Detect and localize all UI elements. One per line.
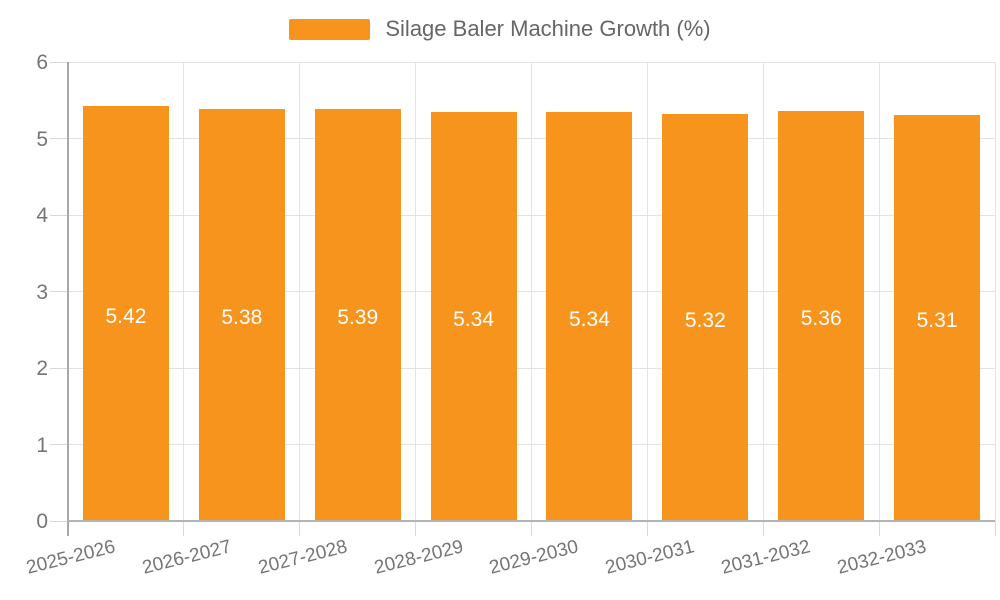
x-axis-label: 2026-2027 <box>140 536 234 579</box>
y-axis-tick-label: 0 <box>36 510 48 533</box>
y-axis-tick <box>50 520 68 522</box>
x-axis-label: 2025-2026 <box>24 536 118 579</box>
bar <box>82 106 169 521</box>
bar <box>662 114 749 521</box>
bar <box>314 108 401 521</box>
x-axis-tick <box>183 521 185 536</box>
y-axis-tick <box>50 214 68 216</box>
x-axis-tick <box>878 521 880 536</box>
legend-label: Silage Baler Machine Growth (%) <box>385 16 711 41</box>
x-axis-label: 2031-2032 <box>719 536 813 579</box>
bar-value-label: 5.34 <box>569 307 610 331</box>
bar-value-label: 5.32 <box>684 308 726 332</box>
bar-value-label: 5.39 <box>337 305 379 329</box>
x-axis-tick <box>994 521 996 536</box>
y-axis-line <box>67 62 69 536</box>
v-gridline <box>762 62 764 521</box>
x-axis-label: 2029-2030 <box>487 536 581 579</box>
y-axis-tick <box>50 61 68 63</box>
bar-value-label: 5.42 <box>105 304 147 328</box>
v-gridline <box>994 62 996 521</box>
y-axis-tick-label: 2 <box>36 357 48 380</box>
y-axis-tick <box>50 367 68 369</box>
bar <box>430 112 517 521</box>
bar <box>546 112 633 521</box>
v-gridline <box>299 62 301 521</box>
legend-item[interactable]: Silage Baler Machine Growth (%) <box>0 16 1000 42</box>
x-axis-tick <box>646 521 648 536</box>
bar-value-label: 5.36 <box>800 306 842 330</box>
x-axis-tick <box>299 521 301 536</box>
bar <box>198 109 285 521</box>
x-axis-label: 2030-2031 <box>603 536 697 579</box>
legend-swatch-icon <box>289 18 371 40</box>
y-axis-tick-label: 1 <box>36 433 48 457</box>
y-axis-tick-label: 5 <box>36 127 48 151</box>
y-axis-tick <box>50 291 68 292</box>
v-gridline <box>531 62 532 521</box>
y-axis-tick <box>50 138 68 139</box>
bar-value-label: 5.38 <box>221 306 263 330</box>
x-axis-tick <box>531 521 532 536</box>
x-axis-tick <box>415 521 417 536</box>
v-gridline <box>878 62 880 521</box>
bar-value-label: 5.34 <box>453 307 494 331</box>
v-gridline <box>415 62 417 521</box>
bar <box>894 114 981 521</box>
x-axis-line <box>68 520 995 522</box>
y-axis-tick-label: 6 <box>36 51 48 74</box>
y-axis-tick <box>50 444 68 445</box>
bar <box>778 110 865 521</box>
x-axis-label: 2032-2033 <box>835 536 929 579</box>
v-gridline <box>183 62 185 521</box>
x-axis-tick <box>762 521 764 536</box>
y-axis-tick-label: 4 <box>36 204 48 227</box>
y-axis-tick-label: 3 <box>36 280 48 304</box>
x-axis-label: 2028-2029 <box>371 536 466 579</box>
v-gridline <box>646 62 648 521</box>
x-axis-label: 2027-2028 <box>255 536 350 579</box>
bar-value-label: 5.31 <box>916 308 958 332</box>
